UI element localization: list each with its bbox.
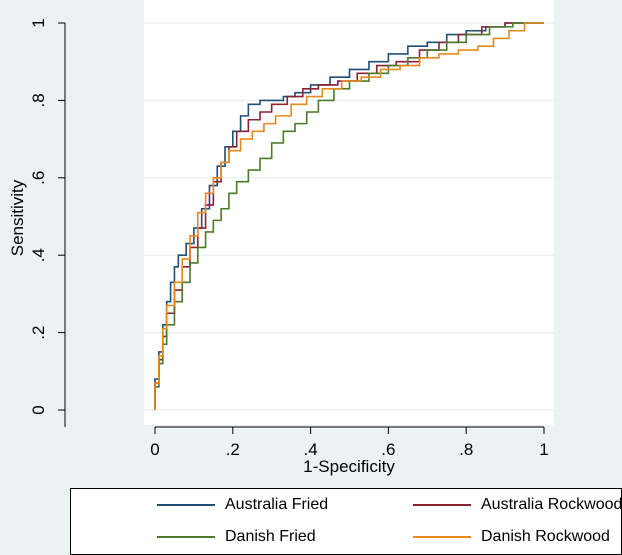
- x-tick-label: 1: [539, 440, 548, 459]
- x-axis-label: 1-Specificity: [303, 457, 395, 476]
- y-tick-label: 1: [29, 18, 48, 27]
- x-tick-label: .8: [459, 440, 473, 459]
- legend-label-danish-fried: Danish Fried: [225, 528, 316, 545]
- y-axis-label: Sensitivity: [8, 179, 27, 256]
- x-tick-label: 0: [150, 440, 159, 459]
- legend-swatch-australia-rockwood: [413, 504, 471, 506]
- legend: Australia Fried Australia Rockwood Danis…: [70, 488, 622, 555]
- legend-label-australia-rockwood: Australia Rockwood: [481, 496, 622, 513]
- legend-item-danish-fried: Danish Fried: [157, 525, 316, 549]
- y-tick-label: .8: [29, 93, 48, 107]
- legend-swatch-danish-rockwood: [413, 536, 471, 538]
- y-tick-label: .6: [29, 171, 48, 185]
- gridlines: [144, 22, 554, 411]
- y-tick-label: .2: [29, 326, 48, 340]
- legend-item-danish-rockwood: Danish Rockwood: [413, 525, 610, 549]
- legend-item-australia-fried: Australia Fried: [157, 493, 328, 517]
- x-tick-label: .6: [381, 440, 395, 459]
- legend-swatch-danish-fried: [157, 536, 215, 538]
- legend-label-australia-fried: Australia Fried: [225, 496, 329, 513]
- x-tick-label: .4: [304, 440, 318, 459]
- series-line-danish-rockwood: [154, 22, 544, 410]
- axis-ticks: 0 .2 .4 .6 .8 1 0 .2 .4 .6 .8 1: [29, 18, 549, 459]
- x-tick-label: .2: [226, 440, 240, 459]
- series-line-australia-fried: [154, 22, 544, 410]
- legend-label-danish-rockwood: Danish Rockwood: [481, 528, 610, 545]
- legend-item-australia-rockwood: Australia Rockwood: [413, 493, 622, 517]
- series-lines: [154, 22, 544, 410]
- roc-chart: 0 .2 .4 .6 .8 1 0 .2 .4 .6 .8 1 1-Specificity Sensi…: [8, 0, 554, 476]
- legend-swatch-australia-fried: [157, 504, 215, 506]
- y-tick-label: 0: [29, 405, 48, 414]
- series-line-australia-rockwood: [154, 22, 544, 410]
- y-tick-label: .4: [29, 248, 48, 262]
